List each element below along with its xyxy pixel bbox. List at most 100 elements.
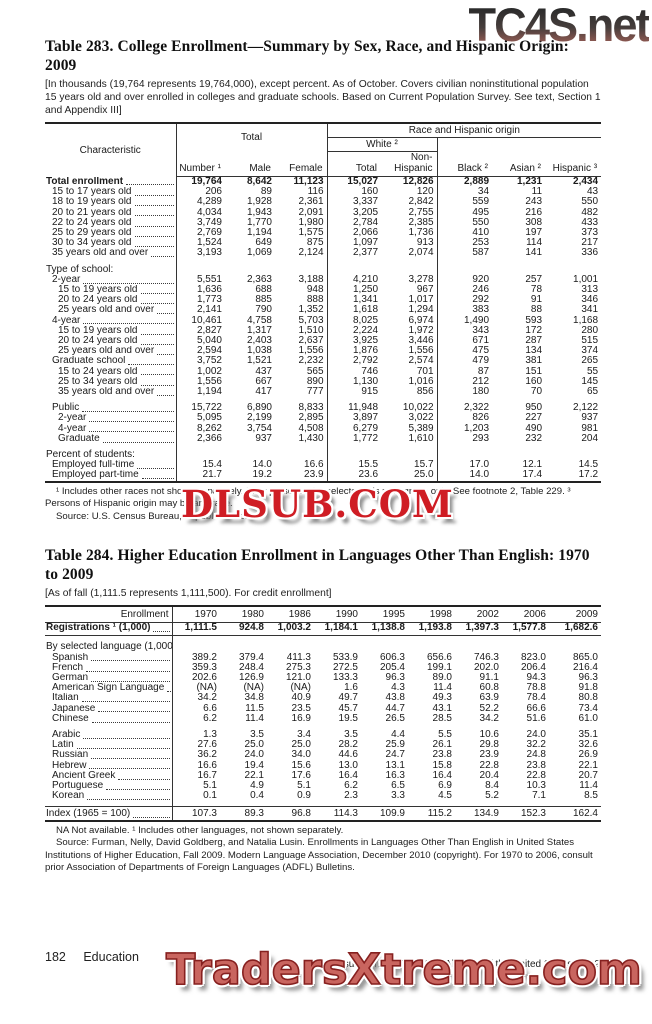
dot-leader bbox=[81, 701, 170, 703]
cell-value: 34.0 bbox=[291, 749, 311, 761]
row-label-cell: 30 to 34 years old bbox=[45, 238, 177, 249]
column-header: 1998 bbox=[408, 606, 455, 624]
dot-leader bbox=[76, 747, 170, 749]
cell-value: 6.9 bbox=[438, 780, 452, 792]
column-header: 2009 bbox=[549, 606, 601, 624]
cell-value: 19.4 bbox=[244, 759, 264, 771]
cell-value: 2,385 bbox=[381, 217, 438, 229]
dot-leader bbox=[140, 292, 174, 294]
cell-value: 22.1 bbox=[244, 769, 264, 781]
row-label: 2-year bbox=[58, 413, 87, 424]
table-284-footnotes: NA Not available. ¹ Includes other langu… bbox=[45, 825, 601, 875]
cell-value: 1,001 bbox=[573, 273, 599, 285]
cell-value: 5,551 bbox=[196, 273, 222, 285]
cell-value: 32.2 bbox=[526, 739, 546, 751]
cell-value: 4.5 bbox=[438, 790, 452, 802]
cell-value: 1,577.8 bbox=[502, 623, 549, 637]
row-label: Graduate bbox=[58, 433, 100, 444]
cell-value: 26.5 bbox=[385, 712, 405, 724]
cell-value: 606.3 bbox=[379, 651, 405, 663]
cell-value: 1,524 bbox=[196, 237, 222, 249]
row-label-cell: 15 to 19 years old bbox=[45, 325, 177, 337]
cell-value: 4.9 bbox=[250, 780, 264, 792]
row-label: Chinese bbox=[52, 713, 89, 724]
cell-value: 8.4 bbox=[485, 780, 499, 792]
cell-value: 888 bbox=[275, 295, 328, 306]
cell-value: 389.2 bbox=[191, 651, 217, 663]
cell-value: 2,141 bbox=[196, 304, 222, 316]
cell-value: 6,890 bbox=[246, 402, 272, 414]
cell-value: 1.6 bbox=[344, 682, 358, 694]
row-label-cell: Public bbox=[45, 397, 177, 414]
table-row: 25 years old and over 2,141 790 1,352 1,618 1… bbox=[45, 304, 601, 316]
cell-value: 6,974 bbox=[381, 315, 438, 326]
cell-value: 87 bbox=[477, 365, 490, 377]
row-label-cell: 4-year bbox=[45, 315, 177, 326]
cell-value: 26.9 bbox=[578, 749, 598, 761]
cell-value: 265 bbox=[581, 355, 599, 367]
row-label: 18 to 19 years old bbox=[52, 197, 132, 208]
table-row: By selected language (1,000): bbox=[45, 635, 601, 653]
row-label: Index (1965 = 100) bbox=[46, 808, 131, 820]
cell-value: 141 bbox=[525, 247, 543, 259]
cell-value: 3,897 bbox=[352, 412, 379, 424]
cell-value: 336 bbox=[581, 247, 599, 259]
cell-value: 1,203 bbox=[463, 422, 490, 434]
cell-value: 1,556 bbox=[196, 375, 222, 387]
cell-value: 381 bbox=[525, 355, 543, 367]
row-label-cell: German bbox=[45, 673, 173, 684]
column-header: Male bbox=[225, 151, 275, 177]
cell-value: 12.1 bbox=[522, 459, 543, 471]
table-283: Characteristic Total Race and Hispanic o… bbox=[45, 122, 602, 483]
cell-value: 133.3 bbox=[332, 672, 358, 683]
table-row: 2-year 5,551 2,363 3,188 4,210 3,278 920 257 1,0… bbox=[45, 273, 601, 286]
cell-value: 40.9 bbox=[291, 692, 311, 704]
cell-value bbox=[361, 636, 408, 653]
cell-value: 12,826 bbox=[381, 176, 438, 188]
cell-value: 272.5 bbox=[332, 661, 358, 673]
cell-value: 2,594 bbox=[196, 345, 222, 357]
dot-leader bbox=[89, 421, 174, 423]
dot-leader bbox=[83, 282, 174, 284]
cell-value: 1,184.1 bbox=[314, 623, 361, 637]
cell-value: 8,642 bbox=[246, 176, 272, 187]
cell-value bbox=[492, 444, 545, 460]
row-label-cell: Employed full-time bbox=[45, 460, 177, 471]
cell-value: 32.6 bbox=[578, 739, 598, 751]
row-label-cell: 25 to 29 years old bbox=[45, 228, 177, 239]
cell-value bbox=[275, 444, 328, 461]
column-header: 2006 bbox=[502, 606, 549, 624]
cell-value: 5.1 bbox=[297, 780, 311, 792]
cell-value: 2,637 bbox=[275, 335, 328, 347]
row-label: Percent of students: bbox=[46, 449, 135, 461]
cell-value: 1,352 bbox=[275, 305, 328, 316]
cell-value: 23.8 bbox=[526, 759, 546, 771]
cell-value: 5.5 bbox=[438, 729, 452, 741]
cell-value: 78.8 bbox=[526, 682, 546, 694]
table-row: Spanish 389.2 379.4 411.3 533.9 606.3 656.6 746… bbox=[45, 651, 601, 663]
row-label-cell: 35 years old and over bbox=[45, 387, 177, 398]
cell-value: 96.3 bbox=[578, 672, 598, 683]
cell-value: 865.0 bbox=[572, 651, 598, 663]
watermark-tc4s: TC4S.net bbox=[468, 0, 651, 51]
row-label-cell: Graduate school bbox=[45, 356, 177, 367]
row-label: 25 to 34 years old bbox=[58, 376, 138, 387]
dot-leader bbox=[157, 353, 174, 355]
cell-value: 4,289 bbox=[196, 196, 222, 208]
dot-leader bbox=[153, 630, 170, 632]
cell-value: 91 bbox=[530, 294, 543, 306]
cell-value: 1,490 bbox=[463, 314, 490, 326]
cell-value: 308 bbox=[525, 216, 543, 228]
cell-value: 275.3 bbox=[285, 661, 311, 673]
dot-leader bbox=[167, 690, 171, 692]
column-group-white: White ² bbox=[327, 137, 438, 152]
column-header-enrollment: Enrollment bbox=[45, 606, 173, 624]
cell-value bbox=[455, 636, 502, 653]
column-header: 1990 bbox=[314, 606, 361, 624]
cell-value: 1,016 bbox=[381, 376, 438, 388]
cell-value: 49.7 bbox=[338, 692, 358, 704]
cell-value: 16.9 bbox=[291, 712, 311, 724]
table-row: German 202.6 126.9 121.0 133.3 96.3 89.0 91.1 94… bbox=[45, 672, 601, 684]
cell-value: 22.8 bbox=[526, 769, 546, 781]
cell-value: 475 bbox=[472, 345, 490, 357]
